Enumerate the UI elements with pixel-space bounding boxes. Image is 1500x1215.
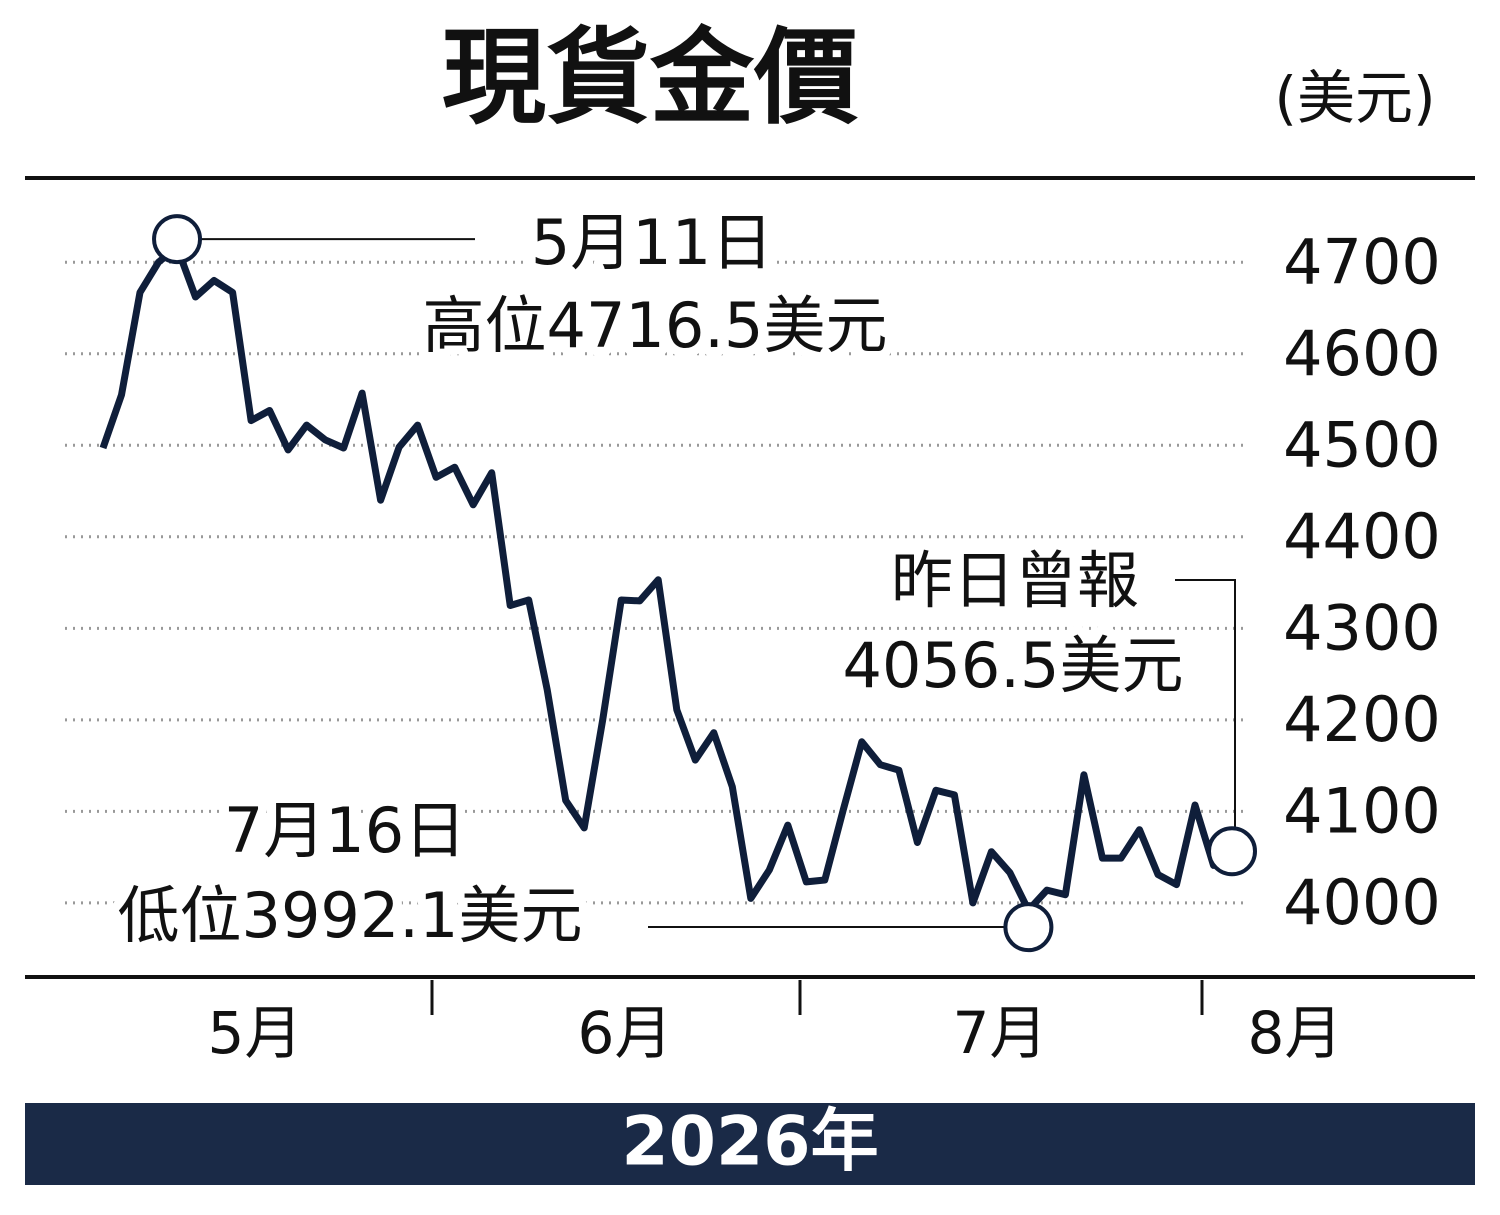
price-line — [99, 243, 1235, 914]
chart-title: 現貨金價 — [442, 16, 858, 138]
y-tick-label: 4500 — [1283, 408, 1441, 481]
point-marker — [152, 214, 203, 265]
annotation: 昨日曾報 — [891, 544, 1139, 617]
year-bar — [25, 1103, 1475, 1185]
x-tick-label: 6月 — [578, 999, 673, 1067]
annotation: 5月11日 — [531, 206, 773, 279]
annotation: 高位4716.5美元 — [423, 289, 888, 362]
point-marker — [1207, 826, 1257, 877]
annotation: 7月16日 — [224, 794, 466, 867]
x-tick-label: 5月 — [208, 999, 303, 1067]
year-label: 2026年 — [621, 1103, 878, 1182]
y-tick-label: 4200 — [1283, 683, 1441, 756]
annotation: 低位3992.1美元 — [118, 879, 583, 952]
y-tick-label: 4100 — [1283, 774, 1441, 847]
y-tick-label: 4300 — [1283, 591, 1441, 664]
point-marker — [1003, 902, 1054, 953]
x-tick-label: 8月 — [1248, 999, 1343, 1067]
y-tick-label: 4000 — [1283, 866, 1441, 939]
y-tick-label: 4400 — [1283, 500, 1441, 573]
y-tick-label: 4700 — [1283, 225, 1441, 298]
annotation: 4056.5美元 — [843, 629, 1184, 702]
x-tick-label: 7月 — [953, 999, 1048, 1067]
y-tick-label: 4600 — [1283, 317, 1441, 390]
y-unit: (美元) — [1274, 64, 1435, 132]
leader-line — [1175, 579, 1236, 842]
